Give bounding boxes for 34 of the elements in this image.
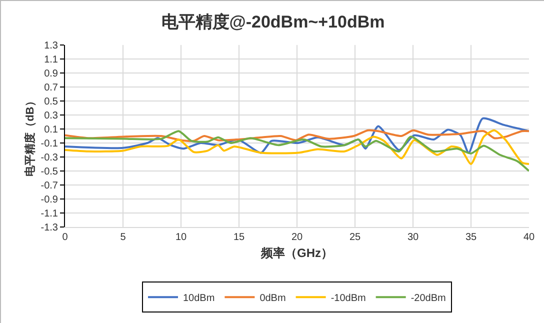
- line-series: [65, 129, 529, 142]
- legend-label: 10dBm: [183, 293, 215, 304]
- x-tick-label: 0: [62, 232, 68, 243]
- x-tick-label: 10: [175, 232, 187, 243]
- line-series: [65, 117, 529, 154]
- line-series: [65, 130, 529, 172]
- legend-label: 0dBm: [260, 293, 286, 304]
- y-tick-label: 0.7: [44, 82, 58, 94]
- y-tick-label: -0.3: [40, 152, 58, 164]
- line-series: [65, 129, 529, 165]
- y-tick-label: 0.3: [44, 110, 58, 122]
- y-tick-label: -0.9: [40, 194, 58, 206]
- x-tick-label: 25: [349, 232, 361, 243]
- legend-label: -20dBm: [410, 293, 446, 304]
- x-axis-title: 频率（GHz）: [260, 246, 333, 260]
- y-tick-label: 0.5: [44, 96, 58, 108]
- y-tick-label: 0.9: [44, 68, 58, 80]
- y-tick-label: -0.7: [40, 180, 58, 192]
- x-tick-label: 5: [120, 232, 126, 243]
- x-tick-label: 40: [523, 232, 535, 243]
- y-tick-label: 0.1: [44, 124, 58, 136]
- y-tick-label: 1.3: [44, 40, 58, 52]
- y-tick-label: -1.3: [40, 222, 58, 234]
- y-tick-label: -0.5: [40, 166, 58, 178]
- x-tick-label: 30: [407, 232, 419, 243]
- y-axis-title: 电平精度（dB）: [23, 96, 36, 176]
- x-tick-label: 20: [291, 232, 303, 243]
- x-tick-label: 35: [465, 232, 477, 243]
- x-tick-label: 15: [233, 232, 245, 243]
- y-tick-label: -0.1: [40, 138, 58, 150]
- y-tick-label: 1.1: [44, 54, 58, 66]
- chart-title: 电平精度@-20dBm~+10dBm: [161, 12, 385, 32]
- legend-label: -10dBm: [330, 293, 366, 304]
- y-tick-label: -1.1: [40, 208, 58, 220]
